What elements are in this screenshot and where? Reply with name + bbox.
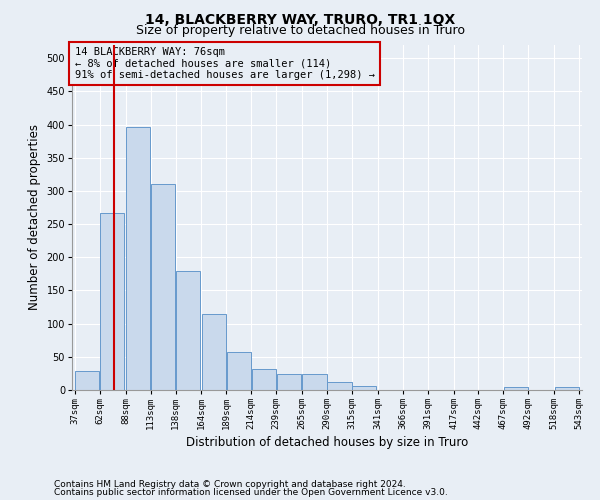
Bar (328, 382, 352, 390)
Y-axis label: Number of detached properties: Number of detached properties (28, 124, 41, 310)
Bar (302, 374, 326, 390)
Text: Contains public sector information licensed under the Open Government Licence v3: Contains public sector information licen… (54, 488, 448, 497)
Bar (176, 270, 200, 390)
Bar (100, 213, 124, 390)
Bar (554, 386, 578, 390)
Text: Size of property relative to detached houses in Truro: Size of property relative to detached ho… (136, 24, 464, 37)
Bar (76, 372, 100, 390)
X-axis label: Distribution of detached houses by size in Truro: Distribution of detached houses by size … (186, 436, 468, 449)
Text: 14 BLACKBERRY WAY: 76sqm
← 8% of detached houses are smaller (114)
91% of semi-d: 14 BLACKBERRY WAY: 76sqm ← 8% of detache… (74, 46, 374, 80)
Bar (504, 386, 528, 390)
Bar (352, 386, 376, 390)
Text: 14, BLACKBERRY WAY, TRURO, TR1 1QX: 14, BLACKBERRY WAY, TRURO, TR1 1QX (145, 12, 455, 26)
Bar (227, 352, 251, 390)
Bar (251, 369, 276, 390)
Bar (277, 374, 301, 390)
Text: Contains HM Land Registry data © Crown copyright and database right 2024.: Contains HM Land Registry data © Crown c… (54, 480, 406, 489)
Bar (126, 126, 150, 390)
Bar (151, 184, 175, 390)
Bar (202, 314, 226, 390)
